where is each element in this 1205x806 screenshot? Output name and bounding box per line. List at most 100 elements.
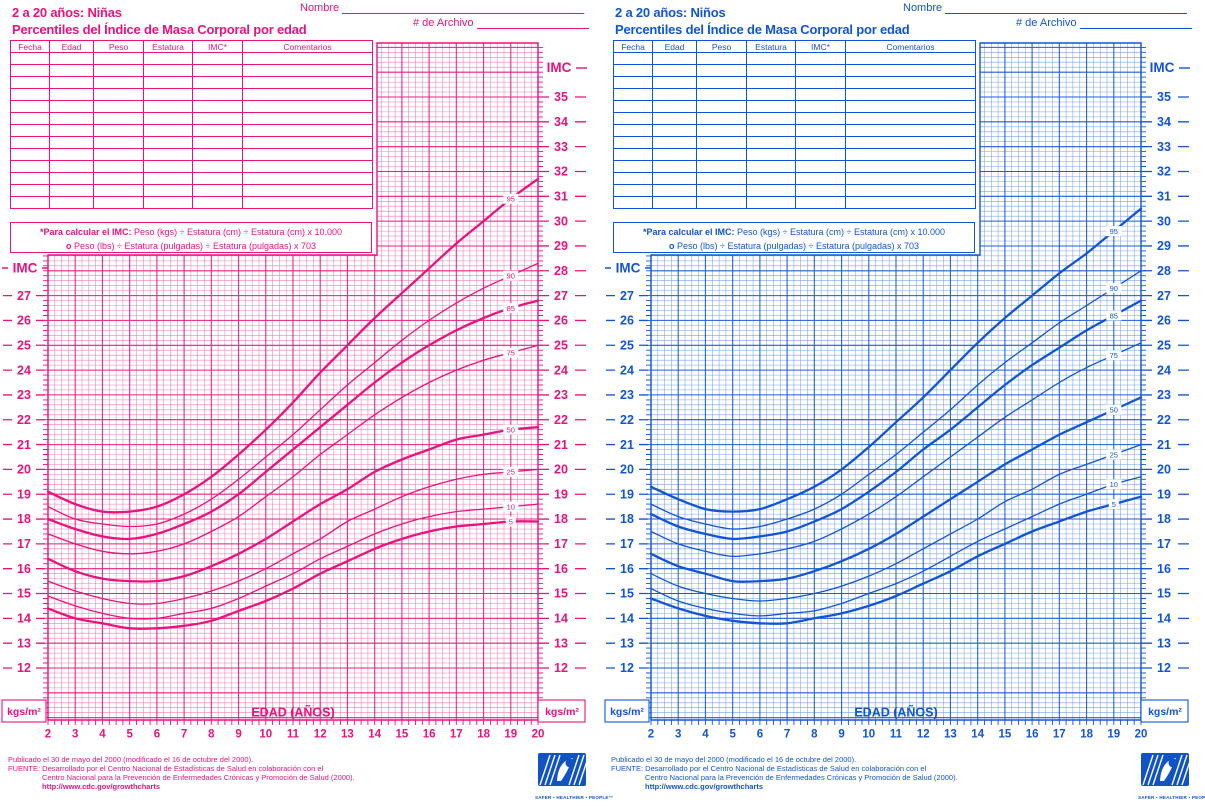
svg-text:10: 10 xyxy=(507,502,515,511)
empty-cell xyxy=(746,160,796,173)
empty-cell xyxy=(143,124,193,137)
empty-cell xyxy=(143,100,193,113)
svg-text:16: 16 xyxy=(554,562,568,576)
svg-text:13: 13 xyxy=(554,636,568,650)
cdc-url-link[interactable]: http://www.cdc.gov/growthcharts xyxy=(42,782,161,791)
empty-cell xyxy=(613,136,653,149)
svg-text:24: 24 xyxy=(17,363,31,377)
empty-cell xyxy=(746,64,796,77)
empty-cell xyxy=(192,100,243,113)
formula-line-2: o Peso (lbs) ÷ Estatura (pulgadas) ÷ Est… xyxy=(668,241,919,251)
empty-cell xyxy=(652,196,697,209)
source-note: Publicado el 30 de mayo del 2000 (modifi… xyxy=(611,755,958,791)
file-number-line xyxy=(476,17,589,29)
empty-cell xyxy=(49,100,94,113)
svg-text:26: 26 xyxy=(554,314,568,328)
svg-text:3: 3 xyxy=(675,729,681,741)
empty-cell xyxy=(845,88,976,101)
bmi-chart-boys: 959085755025105IMC1213141516171819202122… xyxy=(604,42,1190,741)
empty-cell xyxy=(192,112,243,125)
empty-cell xyxy=(242,172,373,185)
empty-cell xyxy=(652,184,697,197)
svg-text:21: 21 xyxy=(17,438,31,452)
source-note: Publicado el 30 de mayo del 2000 (modifi… xyxy=(8,755,355,791)
svg-text:12: 12 xyxy=(17,661,31,675)
svg-text:10: 10 xyxy=(862,729,875,741)
empty-cell xyxy=(242,160,373,173)
svg-text:IMC: IMC xyxy=(547,60,572,75)
empty-cell xyxy=(795,148,846,161)
empty-cell xyxy=(613,88,653,101)
empty-cell xyxy=(795,184,846,197)
svg-text:15: 15 xyxy=(17,587,31,601)
empty-cell xyxy=(93,100,144,113)
hhs-logo-icon xyxy=(1141,753,1191,786)
svg-text:28: 28 xyxy=(1157,264,1171,278)
file-number-label: # de Archivo xyxy=(1016,17,1077,29)
empty-cell xyxy=(192,196,243,209)
table-row xyxy=(613,196,976,209)
empty-cell xyxy=(845,100,976,113)
svg-text:2: 2 xyxy=(648,729,654,741)
empty-cell xyxy=(143,148,193,161)
empty-cell xyxy=(242,112,373,125)
empty-cell xyxy=(696,136,747,149)
table-row xyxy=(613,76,976,89)
svg-text:EDAD (AÑOS): EDAD (AÑOS) xyxy=(854,705,937,720)
footer-published: Publicado el 30 de mayo del 2000 (modifi… xyxy=(8,755,254,764)
name-field: Nombre xyxy=(903,2,1188,14)
table-row xyxy=(613,172,976,185)
empty-cell xyxy=(192,52,243,65)
empty-cell xyxy=(93,172,144,185)
svg-text:27: 27 xyxy=(620,289,634,303)
svg-text:4: 4 xyxy=(99,729,106,741)
svg-text:15: 15 xyxy=(620,587,634,601)
table-row xyxy=(613,52,976,65)
svg-text:17: 17 xyxy=(1053,729,1066,741)
svg-text:33: 33 xyxy=(554,140,568,154)
svg-text:IMC: IMC xyxy=(13,261,38,276)
empty-cell xyxy=(613,184,653,197)
svg-text:14: 14 xyxy=(368,729,381,741)
empty-cell xyxy=(613,160,653,173)
svg-text:12: 12 xyxy=(554,661,568,675)
empty-cell xyxy=(696,64,747,77)
empty-cell xyxy=(845,172,976,185)
svg-text:50: 50 xyxy=(1110,406,1118,415)
empty-cell xyxy=(795,100,846,113)
svg-text:12: 12 xyxy=(1157,661,1171,675)
svg-text:95: 95 xyxy=(1110,227,1118,236)
chart-title: 2 a 20 años: Niños xyxy=(615,5,726,20)
empty-cell xyxy=(795,136,846,149)
svg-text:19: 19 xyxy=(554,487,568,501)
svg-text:17: 17 xyxy=(554,537,568,551)
measurement-table: Fecha Edad Peso Estatura IMC* Comentarios xyxy=(10,40,373,209)
empty-cell xyxy=(795,64,846,77)
svg-text:30: 30 xyxy=(554,214,568,228)
svg-text:32: 32 xyxy=(554,165,568,179)
empty-cell xyxy=(242,100,373,113)
empty-cell xyxy=(696,100,747,113)
svg-text:17: 17 xyxy=(450,729,463,741)
empty-cell xyxy=(696,124,747,137)
table-row xyxy=(613,136,976,149)
chart-title: 2 a 20 años: Niñas xyxy=(12,5,122,20)
footer-source: FUENTE: Desarrollado por el Centro Nacio… xyxy=(611,764,927,773)
empty-cell xyxy=(652,160,697,173)
svg-text:75: 75 xyxy=(507,349,515,358)
table-row xyxy=(613,64,976,77)
table-row xyxy=(10,76,373,89)
table-row xyxy=(10,100,373,113)
measurement-table: Fecha Edad Peso Estatura IMC* Comentarios xyxy=(613,40,976,209)
table-header-peso: Peso xyxy=(93,40,144,53)
svg-text:8: 8 xyxy=(208,729,215,741)
cdc-url-link[interactable]: http://www.cdc.gov/growthcharts xyxy=(645,782,764,791)
empty-cell xyxy=(143,112,193,125)
svg-text:18: 18 xyxy=(620,512,634,526)
chart-subtitle: Percentiles del Índice de Masa Corporal … xyxy=(12,22,307,37)
svg-text:kgs/m²: kgs/m² xyxy=(1148,706,1182,718)
empty-cell xyxy=(652,172,697,185)
table-row xyxy=(10,148,373,161)
svg-text:5: 5 xyxy=(509,517,513,526)
svg-text:26: 26 xyxy=(1157,314,1171,328)
